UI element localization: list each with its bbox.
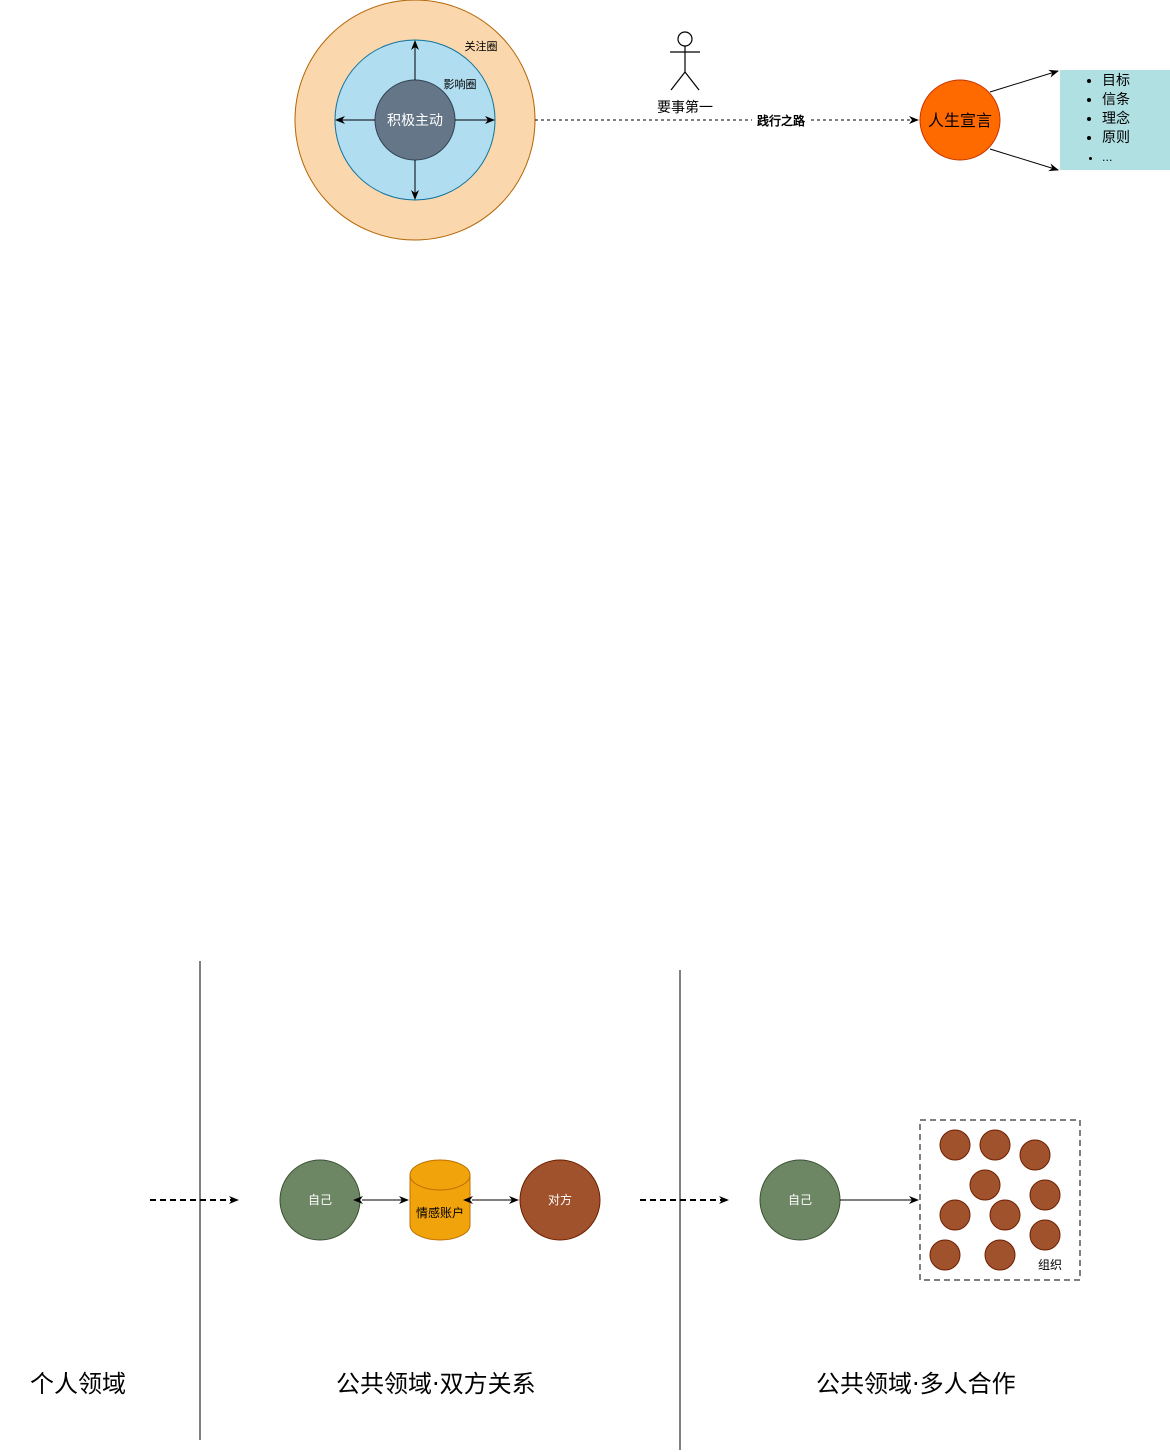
org-member (1029, 1219, 1061, 1251)
mission-circle (919, 79, 1001, 161)
account-cylinder (409, 1159, 471, 1241)
org-member (939, 1129, 971, 1161)
mission-item: 信条 (1102, 91, 1170, 110)
mission-arrow-upper (989, 69, 1059, 93)
mission-item: 目标 (1102, 72, 1170, 91)
org-member (989, 1199, 1021, 1231)
org-member (1019, 1139, 1051, 1171)
concern-circle-label: 关注圈 (465, 39, 498, 53)
org-member (1029, 1179, 1061, 1211)
org-label: 组织 (1038, 1258, 1062, 1272)
other-label: 对方 (548, 1192, 572, 1207)
core-label: 积极主动 (387, 113, 443, 129)
mission-item: ... (1102, 148, 1170, 167)
org-member (984, 1239, 1016, 1271)
section-title-two-party: 公共领域·双方关系 (336, 1370, 536, 1398)
account-label: 情感账户 (416, 1205, 464, 1220)
mission-list: 目标 信条 理念 原则 ... (1060, 72, 1170, 167)
other-circle (519, 1159, 601, 1241)
org-members (929, 1129, 1061, 1271)
org-member (929, 1239, 961, 1271)
self-label-2: 自己 (788, 1193, 812, 1207)
person-label: 要事第一 (657, 99, 713, 116)
person-icon (670, 31, 700, 91)
section-title-personal: 个人领域 (30, 1370, 126, 1398)
path-label: 践行之路 (757, 113, 806, 128)
mission-arrow-lower (989, 148, 1059, 172)
self-label: 自己 (308, 1193, 332, 1207)
influence-circle-label: 影响圈 (444, 78, 477, 91)
mission-item: 理念 (1102, 110, 1170, 129)
org-member (939, 1199, 971, 1231)
mission-label: 人生宣言 (928, 111, 992, 130)
org-member (979, 1129, 1011, 1161)
mission-item: 原则 (1102, 129, 1170, 148)
mission-list-box: 目标 信条 理念 原则 ... (1060, 70, 1170, 170)
section-title-team: 公共领域·多人合作 (816, 1370, 1016, 1398)
org-box (919, 1119, 1081, 1281)
path-label-bg (752, 112, 810, 128)
org-member (969, 1169, 1001, 1201)
